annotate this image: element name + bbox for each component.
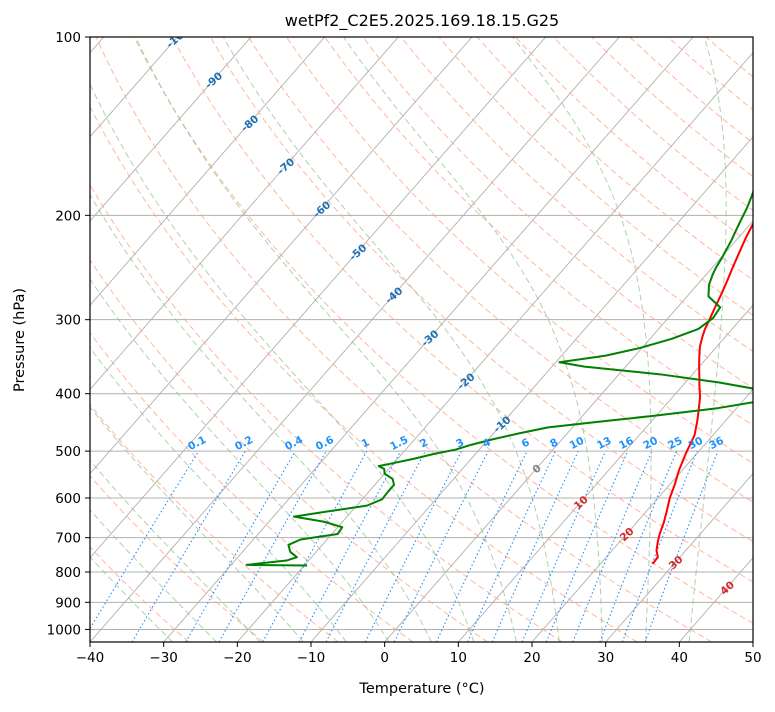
y-axis-ticks: 100 200 300 400 500 600 700 800 900 1000 — [47, 30, 90, 638]
mixing-ratio-line — [298, 450, 402, 642]
mixing-ratio-label: 13 — [595, 435, 613, 452]
dry-adiabat — [247, 37, 753, 503]
dry-adiabat — [90, 331, 414, 642]
mixing-ratio-line — [491, 450, 579, 642]
moist-adiabat — [90, 459, 261, 642]
mixing-ratio-label: 30 — [687, 435, 705, 452]
dry-adiabat — [90, 258, 488, 642]
dry-adiabat — [90, 546, 190, 642]
mixing-ratio-lines — [90, 450, 719, 642]
dewpoint-line — [245, 189, 753, 567]
isotherm — [90, 37, 620, 642]
mixing-ratio-line — [393, 450, 489, 642]
moist-adiabat — [343, 37, 603, 642]
mixing-ratio-line — [545, 450, 629, 642]
x-tick-label: 50 — [744, 650, 761, 666]
mixing-ratio-line — [521, 450, 607, 642]
x-tick-label: −10 — [297, 650, 326, 666]
chart-title: wetPf2_C2E5.2025.169.18.15.G25 — [285, 11, 559, 31]
y-tick-label: 200 — [55, 208, 81, 224]
mixing-ratio-label: 20 — [641, 435, 659, 452]
mixing-ratio-label: 3 — [454, 436, 466, 450]
isotherm — [90, 37, 252, 222]
dry-adiabat — [438, 37, 753, 316]
y-tick-label: 700 — [55, 531, 81, 547]
mixing-ratio-label: 6 — [520, 436, 532, 450]
dry-adiabat — [95, 37, 713, 642]
x-tick-label: 30 — [597, 650, 614, 666]
mixing-ratio-label: 2 — [418, 436, 430, 450]
moist-adiabat — [90, 193, 432, 642]
y-tick-label: 800 — [55, 565, 81, 581]
isotherm — [457, 304, 753, 642]
x-tick-label: 40 — [671, 650, 688, 666]
x-tick-label: −20 — [223, 650, 252, 666]
x-axis-ticks: −40 −30 −20 −10 0 10 20 30 40 50 — [76, 642, 762, 666]
mixing-ratio-line — [599, 450, 678, 642]
isotherm — [90, 37, 547, 559]
isotherm — [90, 37, 473, 475]
plot-frame — [89, 36, 754, 643]
dry-adiabat — [90, 105, 638, 642]
dry-adiabats — [90, 37, 753, 642]
isotherm — [236, 51, 753, 642]
mixing-ratio-line — [644, 450, 719, 642]
moist-adiabat — [90, 406, 304, 642]
x-axis-label: Temperature (°C) — [358, 681, 484, 697]
dry-adiabat — [324, 37, 753, 426]
mixing-ratio-label: 4 — [481, 436, 493, 450]
mixing-ratio-label: 16 — [617, 435, 635, 452]
isotherm — [163, 37, 694, 642]
y-tick-label: 1000 — [47, 622, 81, 638]
mixing-ratio-label: 8 — [548, 436, 560, 450]
x-tick-label: −30 — [149, 650, 178, 666]
y-tick-label: 500 — [55, 444, 81, 460]
dry-adiabat — [90, 403, 339, 642]
mixing-ratio-line — [572, 450, 653, 642]
y-tick-label: 900 — [55, 595, 81, 611]
isotherm — [531, 388, 753, 642]
moist-adiabat — [90, 509, 217, 642]
moist-adiabat — [512, 37, 652, 642]
y-tick-label: 600 — [55, 491, 81, 507]
mixing-ratio-line — [364, 450, 463, 642]
moist-adiabat — [135, 37, 517, 642]
temperature-line — [651, 221, 753, 565]
isotherm — [90, 37, 326, 306]
moist-adiabat — [688, 37, 727, 642]
mixing-ratio-label: 10 — [568, 435, 586, 452]
isotherm — [90, 37, 399, 391]
isotherm — [384, 220, 753, 642]
y-tick-label: 300 — [55, 313, 81, 329]
dry-adiabat — [90, 183, 563, 642]
moist-adiabat — [222, 37, 560, 642]
moist-adiabat — [90, 556, 173, 642]
skewed-isotherms — [90, 37, 753, 642]
y-axis-label: Pressure (hPa) — [12, 288, 28, 392]
mixing-ratio-label: 36 — [707, 435, 725, 452]
mixing-ratio-label: 1 — [360, 436, 372, 450]
moist-adiabat — [90, 277, 390, 642]
y-tick-label: 100 — [55, 30, 81, 46]
mixing-ratio-line — [621, 450, 698, 642]
isotherm — [605, 472, 753, 642]
mixing-ratio-line — [90, 450, 200, 630]
x-tick-label: 0 — [380, 650, 389, 666]
x-tick-label: −40 — [76, 650, 105, 666]
x-tick-label: 10 — [450, 650, 467, 666]
mixing-ratio-line — [262, 450, 368, 642]
mixing-ratio-label: 25 — [666, 435, 684, 452]
dry-adiabat — [286, 37, 753, 464]
profile-series — [245, 189, 753, 567]
x-tick-label: 20 — [523, 650, 540, 666]
y-tick-label: 400 — [55, 387, 81, 403]
